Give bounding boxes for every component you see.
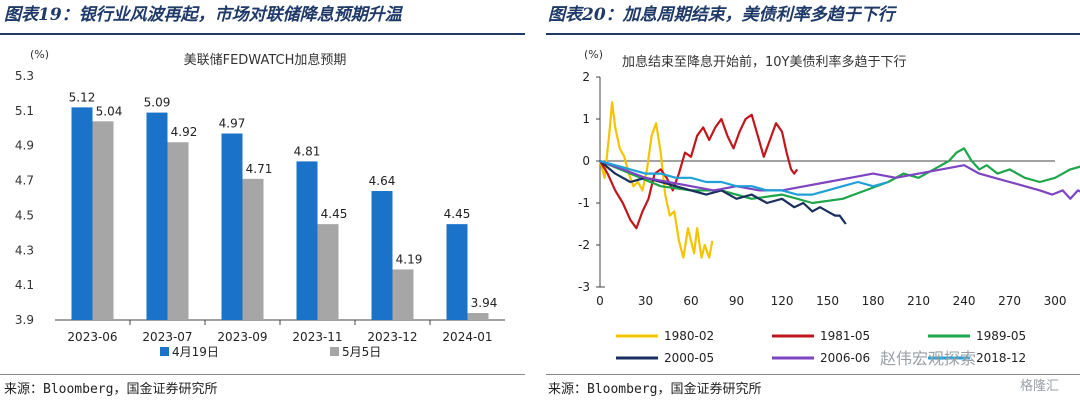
bar-legend-label: 4月19日 <box>172 345 219 359</box>
bar-data-label: 3.94 <box>471 296 498 310</box>
left-footer-rule <box>0 374 525 375</box>
bar-x-tick-label: 2024-01 <box>442 330 492 344</box>
bar-data-label: 4.81 <box>294 144 321 158</box>
bar <box>392 269 414 320</box>
line-legend-label: 2000-05 <box>664 351 714 365</box>
bar-x-tick-label: 2023-11 <box>292 330 342 344</box>
line-x-tick-label: 120 <box>771 294 794 308</box>
line-legend-label: 1981-05 <box>820 329 870 343</box>
line-y-tick-label: 2 <box>582 70 590 84</box>
bar-legend-swatch <box>160 347 169 356</box>
bar <box>371 191 393 320</box>
line-y-tick-label: -1 <box>578 196 590 210</box>
bar-y-tick-label: 4.3 <box>15 243 34 257</box>
bar-data-label: 4.71 <box>246 162 273 176</box>
bar-legend-swatch <box>330 347 339 356</box>
bar-chart-unit-label: (%) <box>30 48 49 61</box>
bar-x-tick-label: 2023-06 <box>67 330 117 344</box>
line-y-tick-label: 0 <box>582 154 590 168</box>
line-chart-unit-label: (%) <box>584 48 603 61</box>
right-chart-header: 图表20：加息周期结束，美债利率多趋于下行 <box>548 5 895 25</box>
bar <box>221 133 243 320</box>
bar-chart: (%) 美联储FEDWATCH加息预期 5.3 5.1 4.9 4.7 4.5 4.3 4.1 3… <box>15 48 505 359</box>
right-source-note: 来源：Bloomberg，国金证券研究所 <box>548 382 762 397</box>
watermark-logo: 格隆汇 <box>1020 379 1060 394</box>
bar-chart-title: 美联储FEDWATCH加息预期 <box>184 52 347 68</box>
left-source-note: 来源：Bloomberg，国金证券研究所 <box>4 382 218 397</box>
left-chart-header: 图表19：银行业风波再起，市场对联储降息预期升温 <box>4 5 402 25</box>
bar-data-label: 5.04 <box>96 104 123 118</box>
bar-y-tick-label: 4.9 <box>15 139 34 153</box>
line-x-tick-label: 150 <box>816 294 839 308</box>
bar <box>167 142 189 320</box>
line-series-1981-05 <box>599 113 799 230</box>
bar <box>296 161 318 320</box>
line-series-1980-02 <box>598 101 714 259</box>
bar-y-tick-label: 4.7 <box>15 174 34 188</box>
watermark-text: 赵伟宏观探索 <box>880 349 977 368</box>
line-series-1989-05 <box>599 147 1080 205</box>
line-x-tick-label: 240 <box>953 294 976 308</box>
line-x-tick-label: 30 <box>638 294 653 308</box>
bar-legend-label: 5月5日 <box>342 345 381 359</box>
bar-y-tick-label: 4.5 <box>15 208 34 222</box>
line-x-tick-label: 180 <box>862 294 885 308</box>
right-header-rule <box>546 33 1080 35</box>
bar-data-label: 5.09 <box>144 96 171 110</box>
bar <box>317 224 339 320</box>
bar-y-tick-label: 3.9 <box>15 313 34 327</box>
bar-data-label: 4.64 <box>369 174 396 188</box>
bar <box>242 178 264 320</box>
line-x-tick-label: 210 <box>907 294 930 308</box>
line-y-tick-label: -3 <box>578 280 590 294</box>
bar <box>146 112 168 320</box>
left-header-rule <box>0 33 525 35</box>
bar <box>92 121 114 320</box>
bar-data-label: 4.45 <box>321 207 348 221</box>
line-x-tick-label: 60 <box>683 294 698 308</box>
bar-data-label: 4.19 <box>396 252 423 266</box>
line-legend-label: 1989-05 <box>976 329 1026 343</box>
line-x-tick-label: 90 <box>729 294 744 308</box>
right-footer-rule <box>546 374 1080 375</box>
line-legend-label: 2006-06 <box>820 351 870 365</box>
line-y-tick-label: -2 <box>578 238 590 252</box>
line-series-2018-12 <box>599 159 889 196</box>
bar <box>71 107 93 320</box>
bar <box>467 313 489 320</box>
line-legend-label: 1980-02 <box>664 329 714 343</box>
bar-x-tick-label: 2023-09 <box>217 330 267 344</box>
line-x-tick-label: 300 <box>1044 294 1067 308</box>
bar-data-label: 4.97 <box>219 117 246 131</box>
bar-x-tick-label: 2023-07 <box>142 330 192 344</box>
line-chart-title: 加息结束至降息开始前，10Y美债利率多趋于下行 <box>622 54 906 70</box>
bar-y-tick-label: 5.1 <box>15 104 34 118</box>
line-x-tick-label: 270 <box>998 294 1021 308</box>
line-y-tick-label: 1 <box>582 112 590 126</box>
line-legend-label: 2018-12 <box>976 351 1026 365</box>
bar <box>446 224 468 320</box>
bar-x-tick-label: 2023-12 <box>367 330 417 344</box>
bar-data-label: 5.12 <box>69 90 96 104</box>
line-x-tick-label: 0 <box>596 294 604 308</box>
bar-data-label: 4.92 <box>171 125 198 139</box>
line-series-2006-06 <box>599 159 1080 200</box>
bar-data-label: 4.45 <box>444 207 471 221</box>
bar-y-tick-label: 5.3 <box>15 69 34 83</box>
bar-y-tick-label: 4.1 <box>15 278 34 292</box>
